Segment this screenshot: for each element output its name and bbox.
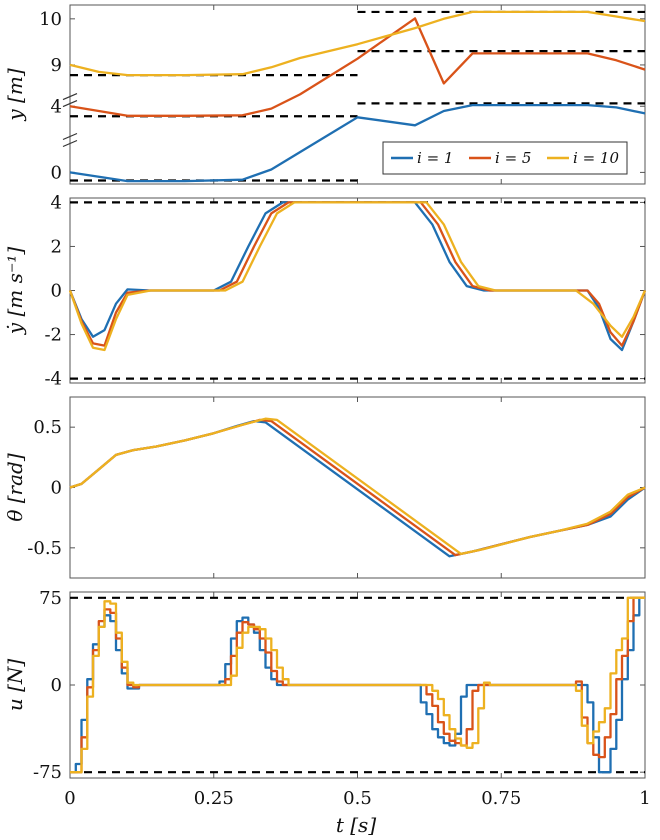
series-line-i10 — [69, 10, 646, 77]
y-tick-label: 4 — [51, 192, 62, 213]
x-tick-label: 0.25 — [194, 788, 234, 809]
y-tick-label: 0.5 — [33, 417, 62, 438]
axis-break-mark — [62, 92, 78, 101]
series-line-i5 — [68, 201, 647, 347]
y-tick-label: -0.5 — [27, 538, 62, 559]
panel-velocity: ẏ [m s⁻¹] 4 2 0 -2 -4 — [3, 192, 647, 390]
series-line-i10 — [68, 201, 647, 352]
y-tick-label: 0 — [51, 162, 62, 183]
series-line-i10 — [69, 417, 646, 556]
panel-angle: θ [rad] 0.5 0 -0.5 — [3, 396, 646, 579]
x-tick-label: 1 — [639, 788, 650, 809]
series-line-i1 — [69, 419, 646, 558]
axis-break-mark — [62, 139, 78, 148]
series-line-i5 — [69, 17, 646, 117]
axis-break-mark — [62, 99, 78, 108]
panel-position: y [m] 10 9 4 0 — [3, 4, 646, 185]
series-line-i1 — [68, 201, 647, 352]
series-line-i10 — [70, 596, 645, 774]
axis-break-mark — [62, 132, 78, 141]
axes-frame — [69, 396, 646, 579]
series-line-i1 — [69, 103, 646, 183]
y-tick-label: 10 — [39, 9, 62, 30]
y-tick-label: 75 — [39, 588, 62, 609]
y-axis-label: θ [rad] — [3, 453, 27, 521]
y-tick-label: 0 — [51, 281, 62, 302]
legend-label: i = 5 — [495, 149, 531, 167]
x-tick-label: 0 — [64, 788, 75, 809]
x-axis-label: t [s] — [336, 813, 376, 837]
y-tick-label: -4 — [44, 369, 62, 390]
series-line-i5 — [69, 418, 646, 557]
legend-label: i = 10 — [573, 149, 619, 167]
y-tick-label: 0 — [51, 478, 62, 499]
legend: i = 1 i = 5 i = 10 — [382, 141, 628, 175]
x-tick-label: 0.75 — [481, 788, 521, 809]
legend-label: i = 1 — [417, 149, 453, 167]
y-tick-label: 0 — [51, 675, 62, 696]
y-tick-label: -2 — [44, 325, 62, 346]
y-tick-label: -75 — [33, 762, 62, 783]
legend-box — [382, 141, 628, 175]
y-tick-label: 9 — [51, 55, 62, 76]
y-axis-label: ẏ [m s⁻¹] — [3, 247, 27, 336]
y-axis-label: y [m] — [3, 68, 27, 121]
y-axis-label: u [N] — [3, 659, 27, 712]
y-tick-label: 2 — [51, 236, 62, 257]
y-tick-label: 4 — [51, 96, 62, 117]
x-tick-label: 0.5 — [343, 788, 372, 809]
panel-force: u [N]750-750 0.25 0.5 0.75 1 — [3, 588, 651, 809]
